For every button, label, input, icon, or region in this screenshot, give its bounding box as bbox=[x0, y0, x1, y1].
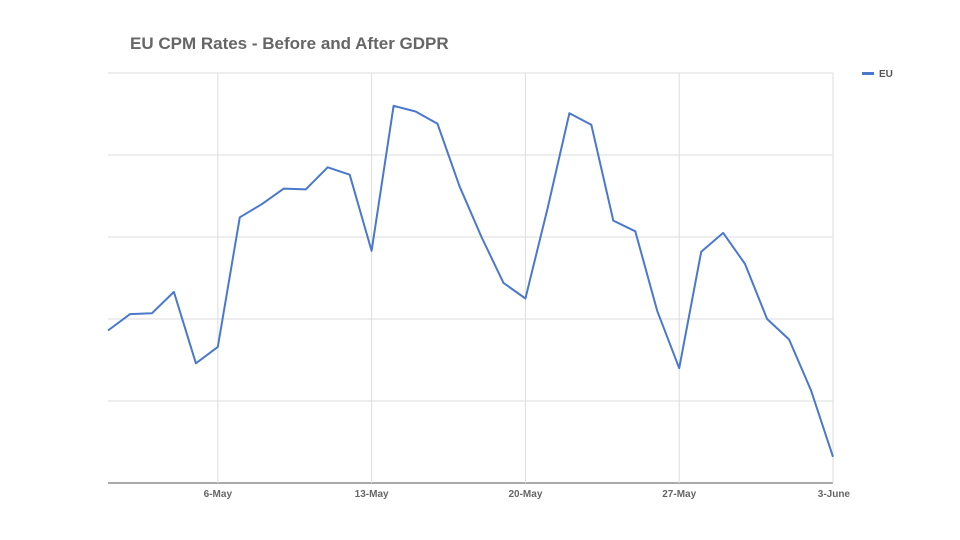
chart-title: EU CPM Rates - Before and After GDPR bbox=[130, 34, 449, 53]
x-tick-label: 27-May bbox=[662, 489, 696, 500]
x-tick-label: 3-June bbox=[818, 489, 851, 500]
legend-label-eu: EU bbox=[879, 69, 893, 80]
series-line-eu bbox=[107, 104, 834, 458]
vertical-gridlines bbox=[217, 73, 834, 483]
legend-swatch-eu bbox=[862, 72, 874, 75]
series-layer bbox=[107, 104, 834, 458]
x-tick-label: 20-May bbox=[508, 489, 542, 500]
x-tick-label: 6-May bbox=[204, 489, 233, 500]
x-axis-tick-labels: 6-May 13-May 20-May 27-May 3-June bbox=[204, 489, 851, 500]
horizontal-gridlines bbox=[108, 72, 833, 484]
legend: EU bbox=[862, 69, 893, 80]
x-tick-label: 13-May bbox=[355, 489, 389, 500]
